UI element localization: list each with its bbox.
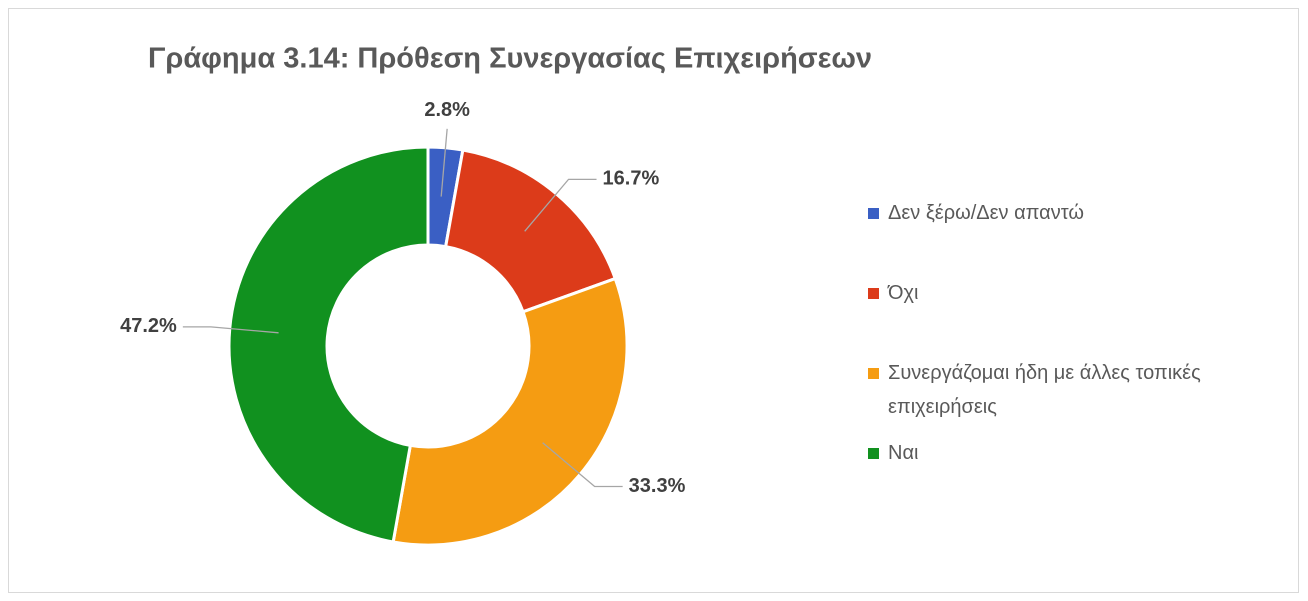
donut-slice <box>227 145 430 544</box>
legend-label: Συνεργάζομαι ήδη με άλλες τοπικές επιχει… <box>888 362 1201 418</box>
chart-title: Γράφημα 3.14: Πρόθεση Συνεργασίας Επιχει… <box>148 43 872 75</box>
legend-swatch <box>868 448 879 459</box>
legend-label: Δεν ξέρω/Δεν απαντώ <box>888 202 1084 224</box>
legend-swatch <box>868 368 879 379</box>
legend-item: Ναι <box>868 436 1298 470</box>
data-label: 33.3% <box>629 475 686 497</box>
legend-item: Δεν ξέρω/Δεν απαντώ <box>868 196 1298 230</box>
data-label: 47.2% <box>120 315 177 337</box>
data-label: 2.8% <box>424 99 470 121</box>
donut-slice <box>391 276 629 547</box>
legend-label: Όχι <box>888 282 919 304</box>
legend: Δεν ξέρω/Δεν απαντώ Όχι Συνεργάζομαι ήδη μ… <box>868 196 1298 516</box>
legend-swatch <box>868 288 879 299</box>
leader-line <box>440 128 448 197</box>
legend-label: Ναι <box>888 442 919 464</box>
leader-line <box>182 326 279 334</box>
donut-slice <box>443 148 618 314</box>
leader-line <box>524 178 597 232</box>
legend-item: Όχι <box>868 276 1298 310</box>
legend-item: Συνεργάζομαι ήδη με άλλες τοπικές επιχει… <box>868 356 1298 424</box>
legend-swatch <box>868 208 879 219</box>
data-label: 16.7% <box>603 168 660 190</box>
leader-line <box>542 442 623 488</box>
chart-border <box>8 8 1299 593</box>
